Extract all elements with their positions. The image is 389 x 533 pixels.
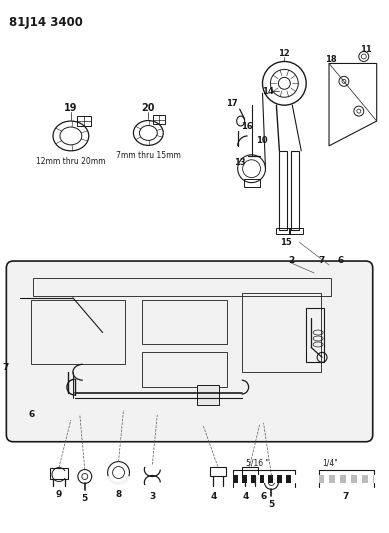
Bar — [335, 474, 340, 483]
Text: 13: 13 — [234, 158, 245, 167]
Bar — [291, 474, 295, 483]
Bar — [265, 474, 268, 483]
Text: 1/4": 1/4" — [322, 458, 338, 467]
Bar — [346, 474, 351, 483]
Bar — [324, 474, 329, 483]
Text: 81J14 3400: 81J14 3400 — [9, 16, 83, 29]
Bar — [256, 474, 259, 483]
Text: 7: 7 — [318, 255, 324, 264]
Text: 10: 10 — [256, 136, 267, 146]
Bar — [289, 228, 303, 234]
Bar — [368, 474, 373, 483]
Text: 12: 12 — [279, 49, 290, 58]
FancyBboxPatch shape — [6, 261, 373, 442]
Text: 18: 18 — [325, 55, 337, 64]
Text: 7: 7 — [343, 492, 349, 501]
Bar — [238, 474, 242, 483]
Text: 8: 8 — [116, 490, 122, 499]
Text: 16: 16 — [241, 122, 252, 131]
Text: 7: 7 — [2, 363, 9, 372]
Bar — [282, 474, 286, 483]
Bar — [31, 300, 126, 364]
Bar — [197, 385, 219, 405]
Bar — [319, 474, 374, 483]
Text: 14: 14 — [261, 87, 273, 96]
Text: 20: 20 — [142, 103, 155, 113]
Text: 4: 4 — [242, 492, 249, 501]
Text: 5/16 ": 5/16 " — [245, 458, 269, 467]
Bar — [277, 228, 290, 234]
Bar — [50, 467, 68, 480]
Text: 6: 6 — [338, 255, 344, 264]
Text: 17: 17 — [226, 99, 238, 108]
Bar — [210, 466, 226, 477]
Bar — [242, 293, 321, 372]
Text: 5: 5 — [82, 494, 88, 503]
Bar — [247, 474, 251, 483]
Text: 3: 3 — [149, 492, 156, 501]
Bar — [306, 308, 324, 362]
Text: 5: 5 — [268, 500, 275, 509]
Bar — [242, 466, 258, 477]
Bar — [357, 474, 362, 483]
Bar — [33, 278, 331, 296]
Text: 15: 15 — [280, 238, 292, 247]
Bar — [153, 115, 165, 124]
Text: 7mm thru 15mm: 7mm thru 15mm — [116, 151, 181, 160]
Text: 9: 9 — [56, 490, 62, 499]
Text: 6: 6 — [28, 410, 34, 419]
Bar — [291, 151, 299, 230]
Text: 2: 2 — [288, 255, 294, 264]
Bar — [233, 474, 295, 483]
Text: 6: 6 — [260, 492, 266, 501]
Text: 19: 19 — [64, 103, 78, 113]
Text: 11: 11 — [360, 45, 371, 54]
Bar — [279, 151, 287, 230]
Bar — [273, 474, 277, 483]
Text: 4: 4 — [211, 492, 217, 501]
Bar — [142, 300, 227, 344]
Bar — [244, 179, 259, 187]
Bar — [142, 352, 227, 387]
Text: 12mm thru 20mm: 12mm thru 20mm — [36, 157, 106, 166]
Bar — [77, 116, 91, 126]
